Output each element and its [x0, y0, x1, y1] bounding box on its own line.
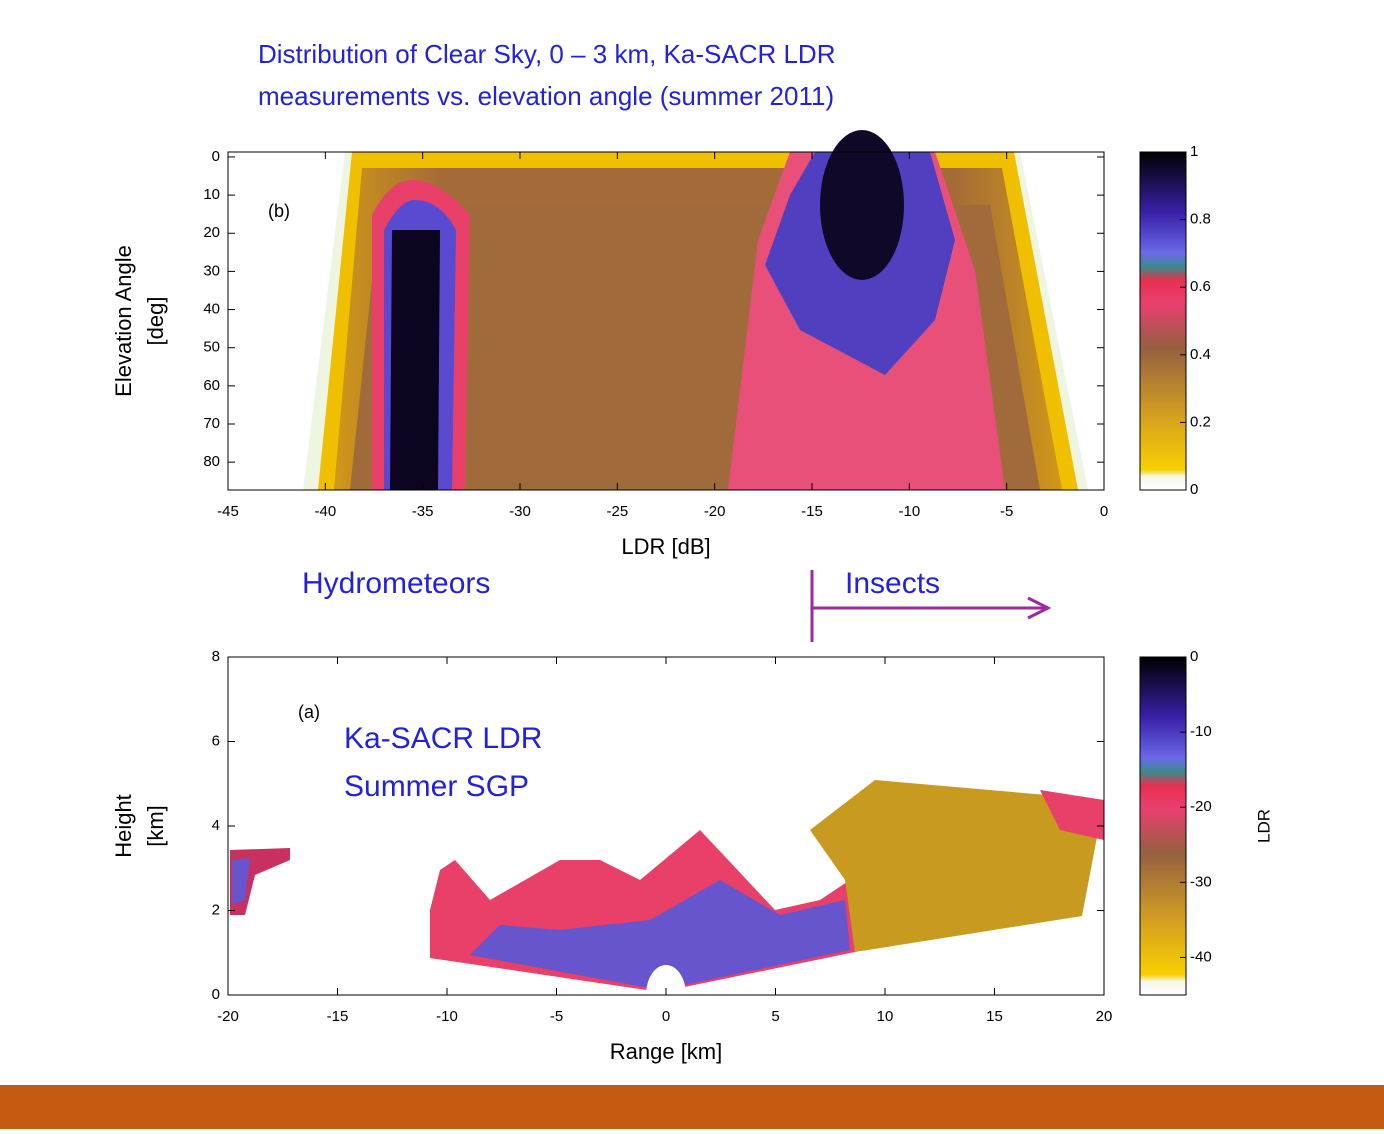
- y-tick-label: 10: [203, 186, 220, 203]
- plot-frame: [227, 151, 1105, 491]
- colorbar-tick-label: -40: [1190, 948, 1212, 965]
- x-tick-label: 10: [877, 1008, 894, 1025]
- y-tick-label: 8: [212, 648, 220, 665]
- x-tick-label: -10: [436, 1008, 458, 1025]
- y-tick-label: 30: [203, 262, 220, 279]
- y-tick-label: 0: [212, 986, 220, 1003]
- colorbar-tick-label: -20: [1190, 798, 1212, 815]
- annotation: Insects: [845, 567, 940, 600]
- annotation: Ka-SACR LDR: [344, 722, 542, 755]
- y-axis-label: Elevation Angle: [111, 245, 136, 397]
- panel-label: (b): [268, 201, 290, 221]
- x-axis-label: Range [km]: [610, 1039, 723, 1064]
- y-tick-label: 20: [203, 224, 220, 241]
- x-axis-label: LDR [dB]: [621, 534, 710, 559]
- x-tick-label: -5: [1000, 503, 1013, 520]
- colorbar: [1139, 656, 1187, 996]
- colorbar-tick-label: -30: [1190, 873, 1212, 890]
- colorbar-tick-label: 0: [1190, 648, 1198, 665]
- y-tick-label: 0: [212, 148, 220, 165]
- heatmap-a: [230, 780, 1104, 1025]
- colorbar-label: LDR: [1254, 809, 1273, 843]
- colorbar-tick-label: 0: [1190, 481, 1198, 498]
- y-tick-label: 6: [212, 732, 220, 749]
- y-tick-label: 60: [203, 377, 220, 394]
- colorbar-tick-label: -10: [1190, 723, 1212, 740]
- panel-label: (a): [298, 702, 320, 722]
- heatmap-b: [303, 130, 1088, 490]
- colorbar-tick-label: 0.8: [1190, 211, 1211, 228]
- x-tick-label: 0: [1100, 503, 1108, 520]
- title-line: Distribution of Clear Sky, 0 – 3 km, Ka-…: [258, 39, 835, 69]
- x-tick-label: 0: [662, 1008, 670, 1025]
- colorbar-tick-label: 0.4: [1190, 346, 1211, 363]
- arrow: [810, 570, 1052, 642]
- y-tick-label: 50: [203, 339, 220, 356]
- footer-bar: [0, 1085, 1384, 1129]
- y-tick-label: 80: [203, 453, 220, 470]
- y-tick-label: 4: [212, 817, 220, 834]
- x-tick-label: 5: [771, 1008, 779, 1025]
- x-tick-label: -20: [704, 503, 726, 520]
- y-axis-label: [deg]: [143, 297, 168, 346]
- y-axis-label: Height: [111, 794, 136, 858]
- x-tick-label: -30: [509, 503, 531, 520]
- annotation: Summer SGP: [344, 770, 529, 803]
- colorbar: [1139, 151, 1187, 491]
- x-tick-label: -15: [801, 503, 823, 520]
- x-tick-label: 15: [986, 1008, 1003, 1025]
- colorbar-tick-label: 0.2: [1190, 413, 1211, 430]
- colorbar-tick-label: 0.6: [1190, 278, 1211, 295]
- colorbar-tick-label: 1: [1190, 143, 1198, 160]
- x-tick-label: -35: [412, 503, 434, 520]
- x-tick-label: -5: [550, 1008, 563, 1025]
- y-tick-label: 2: [212, 901, 220, 918]
- x-tick-label: -45: [217, 503, 239, 520]
- x-tick-label: -40: [314, 503, 336, 520]
- y-tick-label: 40: [203, 301, 220, 318]
- x-tick-label: -15: [327, 1008, 349, 1025]
- x-tick-label: -20: [217, 1008, 239, 1025]
- y-tick-label: 70: [203, 415, 220, 432]
- annotation: Hydrometeors: [302, 567, 490, 600]
- y-axis-label: [km]: [143, 805, 168, 847]
- x-tick-label: 20: [1096, 1008, 1113, 1025]
- x-tick-label: -10: [898, 503, 920, 520]
- x-tick-label: -25: [606, 503, 628, 520]
- title-line: measurements vs. elevation angle (summer…: [258, 81, 834, 111]
